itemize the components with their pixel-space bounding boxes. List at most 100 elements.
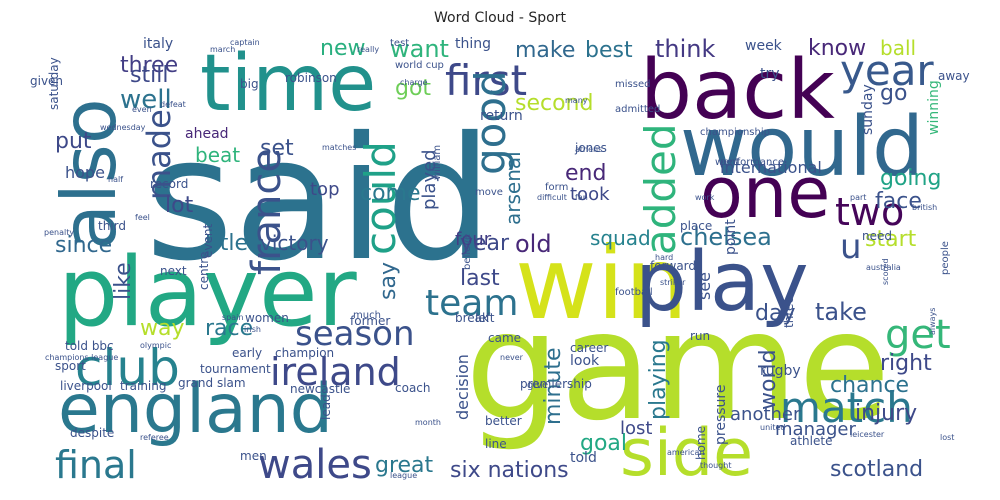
word-year: year <box>840 46 934 95</box>
word-face: face <box>875 189 922 214</box>
word-put: put <box>55 129 92 154</box>
word-come: come <box>360 181 421 206</box>
word-british: british <box>912 203 937 212</box>
word-team: team <box>425 283 518 324</box>
word-leicester: leicester <box>850 430 885 439</box>
word-work: work <box>695 193 715 202</box>
word-difficult: difficult <box>537 193 567 202</box>
word-third: third <box>98 219 126 233</box>
word-added: added <box>636 123 685 255</box>
word-league: league <box>390 471 417 480</box>
word-win: win <box>515 225 688 342</box>
word-never: never <box>500 353 524 362</box>
word-would: would <box>680 100 924 195</box>
word-last: last <box>460 266 500 291</box>
word-need: need <box>862 229 892 243</box>
word-next: next <box>160 264 187 278</box>
word-get: get <box>885 312 951 358</box>
word-set: set <box>260 136 294 161</box>
word-second: second <box>515 91 593 116</box>
word-former: former <box>350 314 390 328</box>
word-move: move <box>475 187 503 198</box>
word-people: people <box>940 241 951 275</box>
word-part: part <box>850 193 866 202</box>
word-scotland: scotland <box>830 457 923 482</box>
word-said: said <box>145 101 493 299</box>
word-best: best <box>585 38 633 63</box>
word-matches: matches <box>322 143 356 152</box>
word-premiership: premiership <box>520 377 592 391</box>
word-champions-league: champions league <box>45 353 118 362</box>
word-striker: striker <box>660 278 686 287</box>
word-grand-slam: grand slam <box>178 376 246 390</box>
word-liverpool: liverpool <box>60 379 112 393</box>
word-chance: chance <box>830 373 909 398</box>
word-much: much <box>353 310 381 321</box>
word-point: point <box>723 219 739 255</box>
word-right: right <box>880 351 932 376</box>
word-wales: wales <box>258 442 372 488</box>
word-club: club <box>75 339 180 397</box>
word-olympic: olympic <box>140 341 171 350</box>
word-ahead: ahead <box>185 126 229 142</box>
word-event: event <box>201 224 215 258</box>
word-want: want <box>390 35 449 63</box>
word-forward: forward <box>650 259 696 273</box>
word-make: make <box>515 38 575 63</box>
word-referee: referee <box>140 433 169 442</box>
word-top: top <box>310 179 340 200</box>
word-go: go <box>880 81 907 106</box>
word-pressure: pressure <box>713 385 729 445</box>
word-even: even <box>132 105 152 114</box>
word-away: away <box>938 69 970 83</box>
word-winning: winning <box>926 80 942 135</box>
word-admitted: admitted <box>615 104 660 115</box>
word-penalty: penalty <box>44 228 74 237</box>
word-rugby: rugby <box>760 363 801 379</box>
word-player: player <box>58 238 358 348</box>
word-like: like <box>111 262 136 300</box>
word-start: start <box>865 227 917 252</box>
word-world-cup: world cup <box>395 60 444 71</box>
word-three: three <box>782 296 796 328</box>
word-race: race <box>205 316 253 341</box>
word-day: day <box>755 301 795 326</box>
word-season: season <box>295 314 415 354</box>
word-champion: champion <box>275 346 334 360</box>
word-way: way <box>140 316 185 341</box>
word-ireland: ireland <box>270 350 401 394</box>
word-chelsea: chelsea <box>680 223 772 251</box>
word-always: always <box>928 308 937 335</box>
word-left: left <box>475 311 495 325</box>
word-time: time <box>200 39 376 129</box>
word-coach: coach <box>395 381 431 395</box>
word-think: think <box>655 35 716 63</box>
word-fan: fan <box>575 193 588 202</box>
word-break: break <box>455 311 489 325</box>
word-sport: sport <box>55 359 86 373</box>
word-william: william <box>432 145 443 180</box>
word-told: told <box>570 450 597 466</box>
word-record: record <box>150 177 188 191</box>
word-played: played <box>419 149 440 210</box>
word-made: made <box>140 109 178 200</box>
word-month: month <box>415 418 441 427</box>
word-athens: athens <box>575 145 602 154</box>
word-week: week <box>745 38 783 54</box>
word-try: try <box>760 66 780 82</box>
word-goal: goal <box>580 431 627 456</box>
word-title: title <box>205 231 248 256</box>
word-final: final <box>55 443 137 487</box>
word-got: got <box>395 76 431 101</box>
word-half: half <box>108 175 123 184</box>
word-look: look <box>570 353 600 369</box>
word-back: back <box>640 43 835 138</box>
word-minute: minute <box>541 347 566 425</box>
word-victory: victory <box>260 231 329 255</box>
word-despite: despite <box>70 426 114 440</box>
word-took: took <box>570 184 610 205</box>
word-feel: feel <box>135 213 150 222</box>
word-injury: injury <box>855 401 917 426</box>
word-charge: charge <box>400 78 428 87</box>
word-give: give <box>527 380 548 391</box>
